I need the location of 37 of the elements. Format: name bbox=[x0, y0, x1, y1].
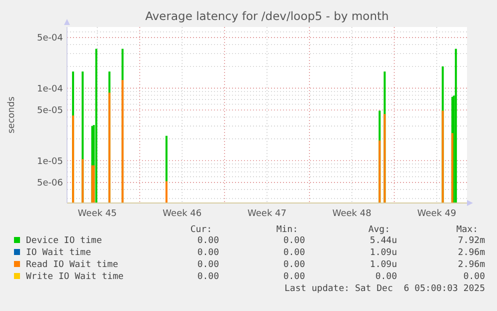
legend-label: Write IO Wait time bbox=[26, 272, 124, 282]
text: Min: bbox=[276, 225, 298, 235]
legend-label: IO Wait time bbox=[26, 248, 92, 258]
legend-label: Read IO Wait time bbox=[26, 260, 118, 270]
text: Cur: bbox=[190, 225, 212, 235]
text: 0.00 bbox=[375, 272, 397, 282]
text: Avg: bbox=[368, 225, 390, 235]
x-tick-label: Week 49 bbox=[417, 209, 456, 219]
text: 7.92m bbox=[458, 236, 485, 246]
text: Max: bbox=[456, 225, 478, 235]
y-tick-label: 1e-04 bbox=[37, 84, 64, 94]
text: Last update: Sat Dec 6 05:00:03 2025 bbox=[284, 284, 485, 294]
chart-title: Average latency for /dev/loop5 - by month bbox=[145, 9, 389, 23]
text: 1.09u bbox=[370, 260, 397, 270]
text: 1.09u bbox=[370, 248, 397, 258]
text: 0.00 bbox=[283, 260, 305, 270]
text: 0.00 bbox=[463, 272, 485, 282]
x-tick-label: Week 48 bbox=[332, 209, 372, 219]
y-tick-label: 1e-05 bbox=[37, 156, 63, 167]
text: 0.00 bbox=[197, 248, 219, 258]
text: 5.44u bbox=[370, 236, 397, 246]
text: 0.00 bbox=[283, 248, 305, 258]
y-axis-title: seconds bbox=[7, 96, 17, 134]
text: 0.00 bbox=[283, 236, 305, 246]
x-tick-label: Week 46 bbox=[162, 209, 202, 219]
text: 0.00 bbox=[197, 260, 219, 270]
text: 0.00 bbox=[283, 272, 305, 282]
text: 2.96m bbox=[458, 260, 485, 270]
x-tick-label: Week 45 bbox=[78, 209, 117, 219]
text: 2.96m bbox=[458, 248, 485, 258]
y-tick-label: 5e-06 bbox=[37, 178, 64, 189]
legend-label: Device IO time bbox=[26, 236, 102, 246]
text: 0.00 bbox=[197, 272, 219, 282]
y-tick-label: 5e-04 bbox=[37, 34, 64, 44]
x-tick-label: Week 47 bbox=[248, 209, 286, 219]
y-tick-label: 5e-05 bbox=[37, 106, 63, 116]
text: 0.00 bbox=[197, 236, 219, 246]
